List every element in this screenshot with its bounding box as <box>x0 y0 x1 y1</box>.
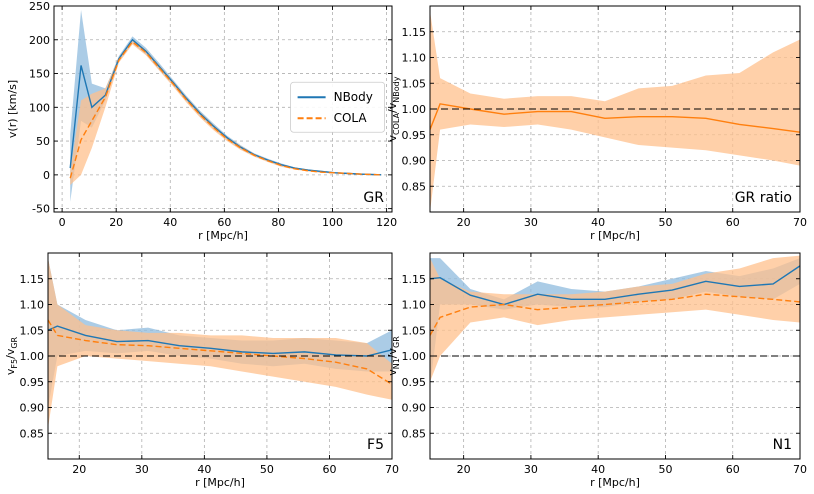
x-axis-label: r [Mpc/h] <box>198 229 248 242</box>
x-tick-label: 50 <box>658 463 672 476</box>
legend: NBody COLA <box>290 81 386 133</box>
band-cola-gr-ratio <box>430 11 800 212</box>
y-axis-label: v(r) [km/s] <box>6 80 19 138</box>
line-nbody-n1 <box>430 265 800 306</box>
y-tick-label: 250 <box>29 0 50 13</box>
plot-area-gr <box>69 10 382 202</box>
panel-gr: 0 20 40 60 80 100 120 -50 0 50 100 150 200 250 r [Mpc/… <box>6 0 397 242</box>
x-tick-label: 20 <box>457 463 471 476</box>
y-tick-label: 0.85 <box>20 427 45 440</box>
y-tick-label: 1.15 <box>402 273 427 286</box>
x-tick-label: 30 <box>524 216 538 229</box>
y-tick-label: 0.90 <box>402 402 427 415</box>
panel-label-gr-ratio: GR ratio <box>735 190 792 206</box>
y-tick-label: 1.00 <box>402 103 427 116</box>
y-tick-label: 0.85 <box>402 427 427 440</box>
panel-f5: 20 30 40 50 60 70 0.85 0.90 0.95 1.00 1.05 1.10 1.15… <box>4 252 399 489</box>
y-axis-label: vN1/vGR <box>386 336 401 376</box>
y-tick-label: 0 <box>43 169 50 182</box>
y-tick-label: 1.00 <box>20 350 45 363</box>
legend-entry-nbody: NBody <box>334 90 373 104</box>
y-tick-label: 1.05 <box>402 77 427 90</box>
panel-label-gr: GR <box>363 190 384 206</box>
y-tick-label: 100 <box>29 101 50 114</box>
band-cola-n1 <box>430 255 800 382</box>
x-tick-label: 70 <box>793 216 807 229</box>
y-tick-label: 150 <box>29 68 50 81</box>
band-cola-f5 <box>48 258 392 429</box>
x-tick-label: 60 <box>322 463 336 476</box>
legend-box <box>290 81 386 133</box>
y-tick-label: 1.05 <box>402 324 427 337</box>
plot-area-gr-ratio <box>430 11 800 212</box>
x-tick-label: 30 <box>135 463 149 476</box>
y-tick-label: 1.00 <box>402 350 427 363</box>
y-tick-label: 0.95 <box>402 129 427 142</box>
plot-area-n1 <box>430 255 800 387</box>
x-tick-label: 60 <box>217 216 231 229</box>
panel-label-f5: F5 <box>367 437 384 453</box>
y-tick-label: 0.85 <box>402 180 427 193</box>
x-tick-label: 50 <box>658 216 672 229</box>
x-tick-label: 20 <box>72 463 86 476</box>
x-tick-label: 20 <box>457 216 471 229</box>
line-cola-gr-ratio <box>430 103 800 133</box>
y-tick-label: 0.90 <box>20 402 45 415</box>
x-tick-label: 30 <box>524 463 538 476</box>
line-cola-gr <box>69 40 382 179</box>
x-tick-label: 80 <box>271 216 285 229</box>
y-tick-label: 1.10 <box>402 52 427 65</box>
x-tick-label: 40 <box>591 463 605 476</box>
y-tick-label: 200 <box>29 34 50 47</box>
panel-gr-ratio: 20 30 40 50 60 70 0.85 0.90 0.95 1.00 1.05 1.10 1.15… <box>386 5 807 242</box>
y-axis-label: vCOLA/vNBody <box>386 76 401 141</box>
line-nbody-f5 <box>48 325 392 357</box>
x-tick-label: 60 <box>726 463 740 476</box>
y-tick-label: 1.10 <box>402 299 427 312</box>
x-tick-label: 20 <box>109 216 123 229</box>
x-tick-label: 40 <box>163 216 177 229</box>
y-tick-label: 1.05 <box>20 324 45 337</box>
x-tick-label: 40 <box>591 216 605 229</box>
line-cola-f5 <box>48 319 392 385</box>
y-tick-label: 0.90 <box>402 155 427 168</box>
axes-frame-gr <box>53 5 393 213</box>
y-tick-label: 1.15 <box>402 26 427 39</box>
x-axis-label: r [Mpc/h] <box>590 476 640 489</box>
grid-gr <box>54 6 392 212</box>
y-tick-label: 1.10 <box>20 299 45 312</box>
y-tick-label: 0.95 <box>20 376 45 389</box>
x-tick-label: 60 <box>726 216 740 229</box>
y-tick-label: 0.95 <box>402 376 427 389</box>
plot-area-f5 <box>48 258 392 429</box>
y-tick-label: -50 <box>32 203 50 216</box>
y-tick-label: 50 <box>36 135 50 148</box>
x-axis-label: r [Mpc/h] <box>195 476 245 489</box>
x-tick-label: 0 <box>59 216 66 229</box>
x-tick-label: 100 <box>322 216 343 229</box>
x-tick-label: 50 <box>260 463 274 476</box>
legend-entry-cola: COLA <box>334 111 368 125</box>
y-tick-label: 1.15 <box>20 273 45 286</box>
x-tick-label: 70 <box>385 463 399 476</box>
x-axis-label: r [Mpc/h] <box>590 229 640 242</box>
x-tick-label: 120 <box>376 216 397 229</box>
panel-n1: 20 30 40 50 60 70 0.85 0.90 0.95 1.00 1.05 1.10 1.15… <box>386 252 807 489</box>
y-axis-label: vF5/vGR <box>4 336 19 375</box>
x-tick-label: 40 <box>197 463 211 476</box>
x-tick-label: 70 <box>793 463 807 476</box>
panel-label-n1: N1 <box>773 437 792 453</box>
